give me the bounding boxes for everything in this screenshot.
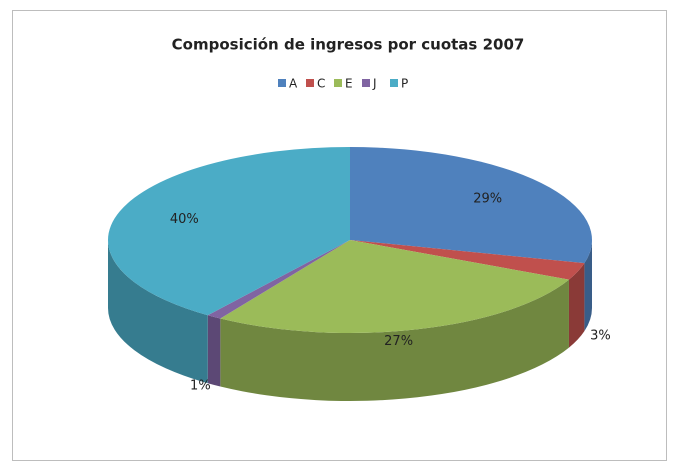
pie-slice (350, 240, 585, 280)
legend-swatch (362, 79, 370, 87)
data-label: 3% (590, 328, 611, 343)
data-label: 40% (170, 212, 199, 227)
legend-swatch (306, 79, 314, 87)
legend-swatch (334, 79, 342, 87)
pie-slice (220, 240, 569, 333)
legend-label: J (372, 77, 377, 91)
pie-side (108, 240, 208, 384)
pie-slice (350, 147, 592, 264)
data-label: 27% (384, 334, 413, 349)
legend-label: E (345, 77, 353, 91)
legend-label: P (401, 77, 408, 91)
pie-slice (107, 147, 350, 316)
legend-label: A (289, 77, 298, 91)
pie-slice (207, 240, 350, 319)
pie-side (220, 279, 569, 401)
data-label: 29% (473, 191, 502, 206)
legend-swatch (278, 79, 286, 87)
data-label: 1% (190, 378, 211, 393)
pie-side (207, 315, 221, 387)
pie-side (568, 263, 585, 348)
legend-swatch (390, 79, 398, 87)
legend-label: C (317, 77, 325, 91)
chart-title: Composición de ingresos por cuotas 2007 (172, 36, 525, 54)
pie-side (584, 240, 592, 332)
